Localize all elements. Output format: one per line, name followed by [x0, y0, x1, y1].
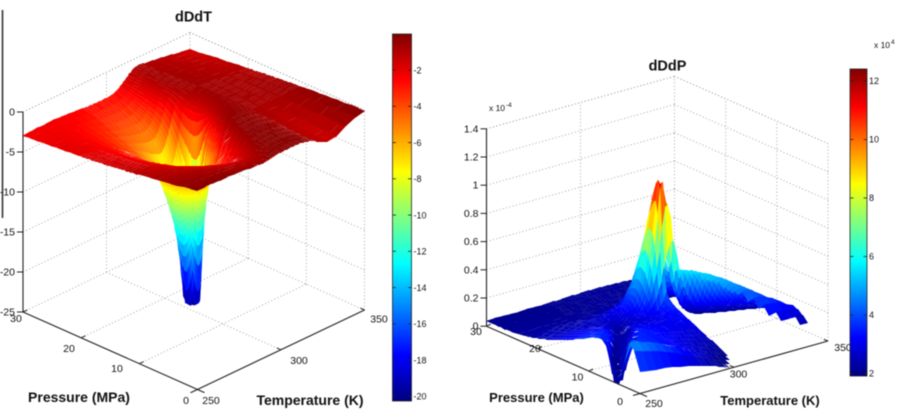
svg-text:-25: -25	[0, 307, 15, 319]
svg-text:20: 20	[63, 343, 75, 355]
svg-text:0.6: 0.6	[464, 236, 479, 248]
svg-text:250: 250	[202, 395, 220, 407]
svg-text:1.4: 1.4	[464, 123, 479, 135]
svg-text:-2: -2	[414, 65, 422, 75]
svg-text:-18: -18	[414, 355, 427, 365]
svg-text:Pressure (MPa): Pressure (MPa)	[28, 389, 130, 405]
svg-text:Temperature (K): Temperature (K)	[720, 393, 819, 408]
svg-text:300: 300	[290, 355, 308, 367]
svg-text:350: 350	[834, 342, 852, 354]
svg-text:0: 0	[617, 396, 623, 408]
svg-text:-4: -4	[414, 102, 422, 112]
svg-text:0.8: 0.8	[464, 208, 479, 220]
svg-text:0.4: 0.4	[464, 264, 479, 276]
svg-text:10: 10	[572, 372, 584, 384]
svg-text:x 10: x 10	[874, 40, 890, 50]
svg-text:-5: -5	[6, 147, 15, 159]
svg-text:0: 0	[183, 395, 189, 407]
svg-text:8: 8	[869, 193, 874, 203]
svg-text:10: 10	[111, 363, 123, 375]
svg-text:Pressure (MPa): Pressure (MPa)	[489, 390, 584, 405]
svg-text:30: 30	[10, 313, 22, 325]
svg-text:-14: -14	[414, 283, 427, 293]
svg-text:-20: -20	[414, 392, 427, 402]
svg-text:350: 350	[370, 314, 388, 326]
svg-text:dDdT: dDdT	[175, 10, 212, 26]
svg-text:0: 0	[473, 321, 479, 333]
svg-text:Temperature (K): Temperature (K)	[256, 392, 363, 408]
svg-text:300: 300	[730, 369, 748, 381]
svg-text:-20: -20	[0, 267, 15, 279]
svg-text:2: 2	[869, 369, 874, 379]
svg-text:-12: -12	[414, 247, 427, 257]
svg-text:12: 12	[869, 76, 879, 86]
svg-text:0: 0	[9, 107, 15, 119]
svg-text:10: 10	[869, 135, 879, 145]
svg-text:4: 4	[891, 39, 895, 46]
svg-text:-6: -6	[414, 138, 422, 148]
svg-text:1: 1	[473, 180, 479, 192]
svg-text:-15: -15	[0, 227, 15, 239]
svg-text:x 10: x 10	[489, 103, 505, 113]
svg-text:-10: -10	[0, 187, 15, 199]
svg-text:6: 6	[869, 252, 874, 262]
svg-text:-16: -16	[414, 319, 427, 329]
svg-text:20: 20	[529, 343, 541, 355]
svg-text:4: 4	[869, 310, 874, 320]
svg-text:250: 250	[645, 398, 663, 410]
svg-text:dDdP: dDdP	[649, 59, 687, 75]
svg-text:30: 30	[470, 326, 482, 338]
svg-text:-4: -4	[506, 102, 512, 109]
svg-text:1.2: 1.2	[464, 152, 479, 164]
svg-text:-8: -8	[414, 174, 422, 184]
svg-text:0.2: 0.2	[464, 293, 479, 305]
svg-text:-10: -10	[414, 210, 427, 220]
